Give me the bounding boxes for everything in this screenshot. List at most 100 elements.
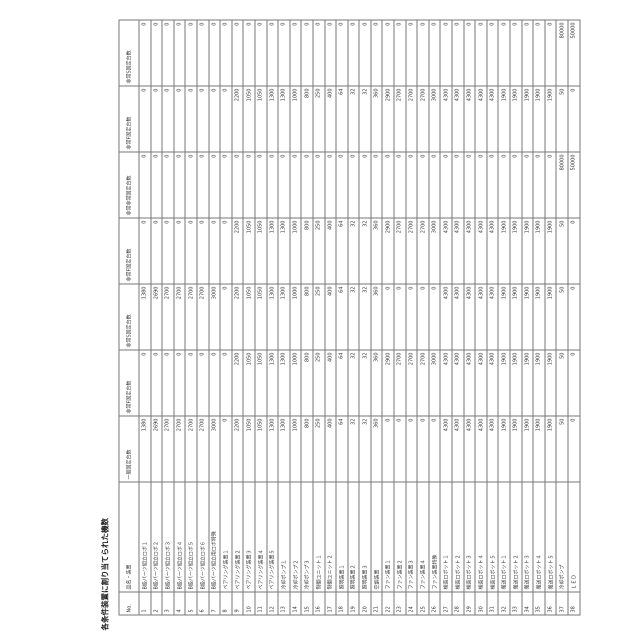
table-row: 14冷却ポンプ２1000100010001000010000 <box>289 20 301 615</box>
count-cell: 1900 <box>521 350 533 416</box>
count-cell: 2700 <box>405 350 417 416</box>
item-name: 搬送ロボット３ <box>521 482 533 592</box>
count-cell: 1900 <box>521 86 533 152</box>
count-cell: 4300 <box>486 416 498 482</box>
count-cell: 1900 <box>510 416 522 482</box>
count-cell: 0 <box>173 152 185 218</box>
count-cell: 4300 <box>463 86 475 152</box>
item-name: 冷却ポンプ２ <box>289 482 301 592</box>
count-cell: 0 <box>510 152 522 218</box>
item-name: 搬送ロボット５ <box>544 482 556 592</box>
count-cell: 0 <box>394 416 406 482</box>
count-cell: 0 <box>452 20 464 86</box>
row-number: 20 <box>359 592 371 615</box>
count-cell: 0 <box>139 20 151 86</box>
table-row: 33搬送ロボット２1900190019001900019000 <box>510 20 522 615</box>
table-row: 11ベアリング装置４1050105010501050010500 <box>254 20 266 615</box>
count-cell: 800 <box>301 350 313 416</box>
count-cell: 4300 <box>475 218 487 284</box>
table-row: 21空調装置36036036036003600 <box>370 20 382 615</box>
count-cell: 32 <box>347 218 359 284</box>
count-cell: 2900 <box>382 86 394 152</box>
count-cell: 4300 <box>440 218 452 284</box>
item-name: 検査ロボット１ <box>440 482 452 592</box>
count-cell: 0 <box>475 20 487 86</box>
count-cell: 0 <box>510 20 522 86</box>
count-cell: 1900 <box>544 86 556 152</box>
count-cell: 400 <box>324 218 336 284</box>
count-cell: 2700 <box>417 218 429 284</box>
count-cell: 0 <box>220 152 232 218</box>
count-cell: 1900 <box>533 284 545 350</box>
table-row: 9ベアリング装置２2200220022002200022000 <box>231 20 243 615</box>
count-cell: 2700 <box>405 86 417 152</box>
item-name: B級パーツ組立ロボ２ <box>150 482 162 592</box>
count-cell: 4300 <box>463 416 475 482</box>
count-cell: 0 <box>440 152 452 218</box>
item-name: ベアリング装置２ <box>231 482 243 592</box>
count-cell: 3000 <box>208 284 220 350</box>
row-number: 9 <box>231 592 243 615</box>
table-row: 16制御ユニット１25025025025002500 <box>312 20 324 615</box>
count-cell: 2200 <box>231 218 243 284</box>
count-cell: 0 <box>220 350 232 416</box>
count-cell: 0 <box>231 152 243 218</box>
count-cell: 0 <box>324 20 336 86</box>
table-row: 31検査ロボット５4300430043004300043000 <box>486 20 498 615</box>
table-row: 35搬送ロボット４1900190019001900019000 <box>533 20 545 615</box>
count-cell: 50000 <box>567 20 579 86</box>
count-cell: 0 <box>370 20 382 86</box>
count-cell: 0 <box>139 152 151 218</box>
count-cell: 0 <box>405 20 417 86</box>
count-cell: 1050 <box>254 416 266 482</box>
count-cell: 4300 <box>440 284 452 350</box>
item-name: ベアリング装置５ <box>266 482 278 592</box>
row-number: 24 <box>405 592 417 615</box>
count-cell: 1900 <box>498 284 510 350</box>
item-name: 検査ロボット５ <box>486 482 498 592</box>
count-cell: 2200 <box>231 416 243 482</box>
count-cell: 1050 <box>254 350 266 416</box>
count-cell: 4300 <box>452 86 464 152</box>
count-cell: 0 <box>208 20 220 86</box>
item-name: B級パーツ組立ロボ６ <box>196 482 208 592</box>
count-cell: 0 <box>208 86 220 152</box>
count-cell: 0 <box>254 152 266 218</box>
count-cell: 0 <box>278 152 290 218</box>
count-cell: 0 <box>173 20 185 86</box>
count-cell: 0 <box>498 20 510 86</box>
count-cell: 0 <box>544 152 556 218</box>
count-cell: 0 <box>567 416 579 482</box>
item-name: 検査ロボット２ <box>452 482 464 592</box>
item-name: B級パーツ組立ロボ１ <box>139 482 151 592</box>
row-number: 18 <box>336 592 348 615</box>
count-cell: 1900 <box>533 218 545 284</box>
count-cell: 0 <box>173 86 185 152</box>
count-cell: 0 <box>394 284 406 350</box>
count-cell: 2700 <box>394 350 406 416</box>
table-row: 1B級パーツ組立ロボ１1380013800000 <box>139 20 151 615</box>
count-cell: 1000 <box>289 350 301 416</box>
count-cell: 800 <box>301 86 313 152</box>
count-cell: 4300 <box>475 416 487 482</box>
item-name: B級パーツ組立ロボ５ <box>185 482 197 592</box>
count-cell: 0 <box>312 152 324 218</box>
count-cell: 0 <box>289 152 301 218</box>
item-name: 照明装置１ <box>336 482 348 592</box>
count-cell: 0 <box>139 86 151 152</box>
count-cell: 0 <box>196 86 208 152</box>
count-cell: 4300 <box>486 350 498 416</box>
count-cell: 1000 <box>289 86 301 152</box>
count-cell: 0 <box>359 152 371 218</box>
column-header: No. <box>119 592 139 615</box>
count-cell: 0 <box>162 218 174 284</box>
count-cell: 0 <box>463 152 475 218</box>
item-name: B級パーツ組立ロボ３ <box>162 482 174 592</box>
count-cell: 0 <box>382 20 394 86</box>
table-row: 4B級パーツ組立ロボ４2700027000000 <box>173 20 185 615</box>
table-row: 12ベアリング装置５1300130013001300013000 <box>266 20 278 615</box>
count-cell: 360 <box>370 218 382 284</box>
row-number: 30 <box>475 592 487 615</box>
count-cell: 32 <box>347 350 359 416</box>
count-cell: 0 <box>498 152 510 218</box>
